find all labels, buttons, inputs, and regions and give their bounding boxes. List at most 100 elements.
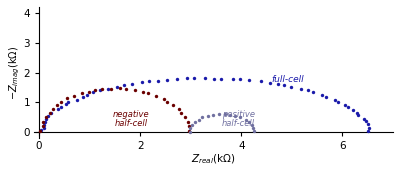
- Text: half-cell: half-cell: [114, 119, 148, 128]
- Point: [230, 78, 236, 81]
- Point: [80, 95, 86, 98]
- Point: [153, 94, 160, 97]
- Y-axis label: $-Z_{\mathit{imag}}$(k$\Omega$): $-Z_{\mathit{imag}}$(k$\Omega$): [8, 45, 22, 99]
- Point: [365, 123, 371, 126]
- Point: [45, 114, 52, 117]
- Point: [37, 130, 43, 132]
- Point: [131, 88, 138, 91]
- Point: [246, 121, 252, 124]
- Point: [186, 127, 193, 130]
- Point: [40, 120, 46, 123]
- Point: [41, 123, 48, 126]
- Point: [332, 98, 338, 101]
- Point: [155, 79, 161, 82]
- Point: [304, 89, 311, 92]
- Point: [355, 114, 362, 116]
- Point: [288, 85, 294, 88]
- Point: [365, 130, 371, 132]
- Point: [39, 125, 46, 128]
- Point: [49, 107, 56, 110]
- Text: half-cell: half-cell: [222, 119, 255, 128]
- Point: [92, 89, 99, 91]
- Point: [342, 103, 348, 106]
- Point: [140, 90, 146, 93]
- Point: [274, 83, 281, 86]
- Point: [196, 118, 202, 121]
- Point: [42, 117, 49, 120]
- Point: [258, 80, 264, 83]
- Point: [97, 89, 104, 92]
- Point: [164, 100, 171, 103]
- Point: [108, 87, 114, 90]
- Point: [123, 88, 129, 90]
- Point: [84, 94, 90, 96]
- Point: [114, 86, 120, 89]
- Point: [249, 124, 255, 127]
- Point: [176, 108, 182, 110]
- Point: [232, 114, 239, 117]
- Point: [226, 113, 233, 116]
- Point: [186, 129, 192, 132]
- Point: [350, 108, 356, 111]
- Point: [117, 87, 124, 90]
- Point: [54, 104, 60, 106]
- Point: [199, 116, 206, 119]
- Point: [361, 117, 368, 120]
- Point: [170, 104, 177, 106]
- Point: [90, 91, 96, 93]
- Point: [78, 92, 85, 95]
- Point: [184, 77, 190, 80]
- Point: [164, 78, 170, 81]
- Point: [129, 82, 135, 85]
- Point: [318, 93, 325, 96]
- Point: [63, 103, 69, 106]
- Point: [267, 81, 273, 84]
- X-axis label: $Z_{\mathit{real}}$(k$\Omega$): $Z_{\mathit{real}}$(k$\Omega$): [191, 153, 236, 166]
- Point: [71, 94, 78, 97]
- Point: [186, 125, 192, 128]
- Point: [237, 78, 244, 81]
- Point: [42, 120, 48, 123]
- Point: [47, 112, 53, 114]
- Text: negative: negative: [113, 110, 150, 119]
- Point: [105, 88, 111, 90]
- Point: [216, 113, 222, 115]
- Point: [362, 120, 369, 123]
- Point: [121, 84, 128, 86]
- Point: [184, 120, 191, 123]
- Point: [323, 95, 329, 98]
- Point: [178, 112, 184, 115]
- Point: [138, 81, 145, 84]
- Point: [189, 124, 196, 126]
- Point: [222, 113, 228, 115]
- Point: [354, 111, 360, 114]
- Point: [192, 121, 198, 124]
- Text: positive: positive: [222, 110, 255, 119]
- Point: [246, 79, 252, 82]
- Point: [211, 77, 218, 80]
- Point: [58, 100, 64, 103]
- Point: [86, 90, 92, 93]
- Point: [310, 91, 316, 94]
- Point: [38, 129, 44, 131]
- Point: [160, 97, 167, 100]
- Point: [174, 78, 180, 81]
- Point: [218, 78, 225, 80]
- Point: [48, 111, 54, 114]
- Point: [298, 87, 304, 90]
- Point: [186, 130, 193, 133]
- Point: [366, 126, 372, 129]
- Point: [335, 101, 342, 103]
- Point: [281, 84, 287, 86]
- Point: [145, 80, 152, 83]
- Point: [345, 106, 351, 108]
- Point: [55, 108, 61, 111]
- Point: [237, 116, 243, 119]
- Point: [65, 100, 72, 103]
- Point: [182, 116, 188, 119]
- Point: [204, 115, 211, 117]
- Point: [242, 119, 249, 121]
- Point: [99, 88, 106, 90]
- Point: [64, 97, 70, 100]
- Text: full-cell: full-cell: [272, 75, 304, 84]
